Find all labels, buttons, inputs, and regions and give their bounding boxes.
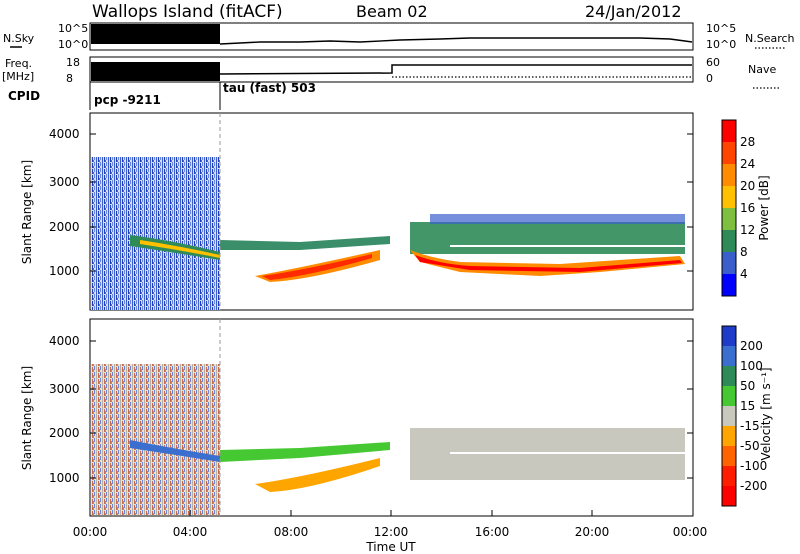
xtick-3: 12:00 xyxy=(374,525,409,539)
velocity-cb-2 xyxy=(722,366,736,386)
cpid-mode-1: pcp -9211 xyxy=(94,93,161,107)
freq-strip xyxy=(89,56,694,83)
nsky-strip xyxy=(89,22,694,51)
cpid-strip xyxy=(89,82,221,110)
power-cb-tick-12: 12 xyxy=(740,223,755,237)
velocity-colorbar xyxy=(721,325,737,507)
velocity-cb-tick-m100: -100 xyxy=(740,459,767,473)
velocity-ytick-2000: 2000 xyxy=(49,426,80,440)
velocity-cb-tick-200: 200 xyxy=(740,339,763,353)
velocity-cb-4 xyxy=(722,406,736,426)
velocity-ytick-4000: 4000 xyxy=(49,334,80,348)
velocity-ytick-1000: 1000 xyxy=(49,471,80,485)
cpid-label: CPID xyxy=(8,89,40,103)
power-cb-tick-24: 24 xyxy=(740,157,755,171)
xtick-6: 00:00 xyxy=(673,525,708,539)
freq-block xyxy=(91,62,220,81)
nsky-tick-low: 10^0 xyxy=(58,38,88,51)
power-noise-block xyxy=(91,157,220,310)
velocity-cb-0 xyxy=(722,326,736,346)
velocity-band-early xyxy=(130,440,220,462)
power-band-mid-upper xyxy=(220,236,390,250)
power-ytick-4000: 4000 xyxy=(49,127,80,141)
xtick-4: 16:00 xyxy=(475,525,510,539)
power-cb-3 xyxy=(722,186,736,208)
freq-unit: [MHz] xyxy=(2,70,34,83)
power-band-late-upper-top xyxy=(430,214,685,224)
power-ylabel: Slant Range [km] xyxy=(20,160,34,264)
velocity-cb-tick-m15: -15 xyxy=(740,419,760,433)
power-cb-0 xyxy=(722,120,736,142)
velocity-cb-7 xyxy=(722,466,736,486)
power-ytick-2000: 2000 xyxy=(49,220,80,234)
power-ytick-1000: 1000 xyxy=(49,264,80,278)
power-cb-tick-8: 8 xyxy=(740,245,748,259)
power-cb-tick-28: 28 xyxy=(740,135,755,149)
velocity-cb-tick-m200: -200 xyxy=(740,479,767,493)
xtick-0: 00:00 xyxy=(73,525,108,539)
nave-label: Nave xyxy=(748,63,776,76)
power-cb-7 xyxy=(722,274,736,296)
power-cb-tick-4: 4 xyxy=(740,267,748,281)
xtick-5: 20:00 xyxy=(575,525,610,539)
power-cb-6 xyxy=(722,252,736,274)
power-y-axis xyxy=(90,133,693,272)
power-cb-4 xyxy=(722,208,736,230)
station-title: Wallops Island (fitACF) xyxy=(92,2,283,22)
velocity-cb-3 xyxy=(722,386,736,406)
freq-tick-low: 8 xyxy=(66,72,73,85)
velocity-cb-tick-100: 100 xyxy=(740,359,763,373)
nsky-label: N.Sky xyxy=(3,32,35,45)
power-cb-tick-16: 16 xyxy=(740,201,755,215)
power-cb-label: Power [dB] xyxy=(757,175,771,240)
nave-tick-high: 60 xyxy=(706,56,720,69)
nsky-trace xyxy=(219,37,693,45)
freq-tick-high: 18 xyxy=(66,56,80,69)
power-band-mid-core xyxy=(262,254,372,280)
velocity-cb-tick-50: 50 xyxy=(740,379,755,393)
nsky-tick-high: 10^5 xyxy=(58,22,88,35)
power-cb-2 xyxy=(722,164,736,186)
velocity-y-axis xyxy=(90,340,693,479)
power-band-late-core xyxy=(415,255,682,272)
cpid-mode-2: tau (fast) 503 xyxy=(223,81,316,95)
velocity-cb-label: Velocity [m s⁻¹] xyxy=(759,367,773,460)
xtick-1: 04:00 xyxy=(173,525,208,539)
velocity-noise-block xyxy=(91,364,220,515)
power-band-late-upper xyxy=(410,222,685,254)
date-title: 24/Jan/2012 xyxy=(585,2,682,21)
xlabel: Time UT xyxy=(365,540,416,554)
x-axis-ticks xyxy=(89,510,694,516)
velocity-cb-tick-15: 15 xyxy=(740,399,755,413)
velocity-cb-8 xyxy=(722,486,736,506)
beam-title: Beam 02 xyxy=(356,2,428,21)
power-cb-1 xyxy=(722,142,736,164)
freq-trace xyxy=(219,64,692,75)
velocity-band-mid-upper xyxy=(220,442,390,462)
power-band-early-hot xyxy=(140,240,220,258)
xtick-2: 08:00 xyxy=(274,525,309,539)
nsearch-label: N.Search xyxy=(745,32,795,45)
velocity-panel xyxy=(89,318,694,517)
nave-tick-low: 0 xyxy=(706,72,713,85)
velocity-ytick-3000: 3000 xyxy=(49,382,80,396)
velocity-ylabel: Slant Range [km] xyxy=(20,366,34,470)
nsky-block xyxy=(91,24,220,44)
power-ytick-3000: 3000 xyxy=(49,175,80,189)
velocity-cb-5 xyxy=(722,426,736,446)
velocity-cb-tick-m50: -50 xyxy=(740,439,760,453)
power-panel xyxy=(89,112,694,311)
nsearch-tick-high: 10^5 xyxy=(706,22,736,35)
velocity-band-mid-lower xyxy=(255,458,380,492)
velocity-cb-1 xyxy=(722,346,736,366)
freq-label: Freq. xyxy=(5,57,32,70)
nsearch-tick-low: 10^0 xyxy=(706,38,736,51)
power-cb-5 xyxy=(722,230,736,252)
power-colorbar xyxy=(721,119,737,297)
power-cb-tick-20: 20 xyxy=(740,179,755,193)
velocity-cb-6 xyxy=(722,446,736,466)
